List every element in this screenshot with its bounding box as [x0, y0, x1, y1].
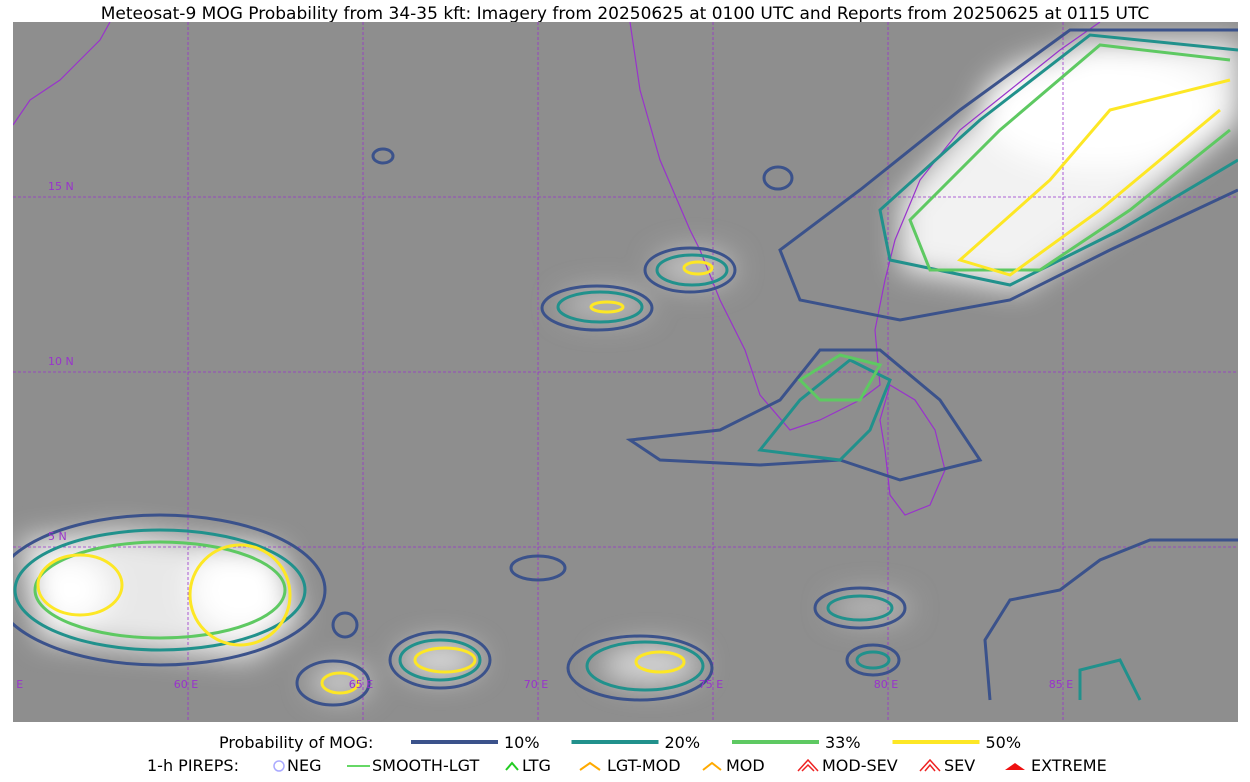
clouds: [20, 40, 1238, 698]
ltg-icon: [505, 761, 519, 771]
legend-label: MOD: [726, 756, 765, 775]
title: Meteosat-9 MOG Probability from 34-35 kf…: [101, 4, 1150, 24]
mod-sev-icon: [797, 758, 819, 772]
lon-label: 85 E: [1049, 678, 1073, 691]
lon-label: 75 E: [699, 678, 723, 691]
legend: Probability of MOG: 10% 20% 33% 50% 1-h PIREP…: [147, 733, 1107, 775]
lon-label: 80 E: [874, 678, 898, 691]
legend-label: 10%: [504, 733, 540, 752]
lat-label: 15 N: [48, 180, 74, 193]
lon-label: 55 E: [0, 678, 23, 691]
legend-label: MOD-SEV: [822, 756, 898, 775]
lat-label: 5 N: [48, 530, 67, 543]
coastline: [13, 22, 1101, 516]
legend-label: 33%: [825, 733, 861, 752]
legend-label: 50%: [986, 733, 1022, 752]
graticule-labels: 15 N 10 N 5 N 55 E 60 E 65 E 70 E 75 E 80 E 85 E: [0, 180, 1073, 691]
legend-label: NEG: [287, 756, 321, 775]
legend-title: Probability of MOG:: [219, 733, 373, 752]
grid: [13, 22, 1238, 722]
lon-label: 70 E: [524, 678, 548, 691]
lon-label: 60 E: [174, 678, 198, 691]
sev-icon: [919, 758, 941, 772]
lat-label: 10 N: [48, 355, 74, 368]
contours: [13, 28, 1238, 707]
legend-label: EXTREME: [1031, 756, 1107, 775]
legend-label: LGT-MOD: [607, 756, 681, 775]
lon-label: 65 E: [349, 678, 373, 691]
lgt-mod-icon: [579, 761, 601, 771]
extreme-icon: [1005, 763, 1025, 770]
neg-icon: [273, 760, 285, 772]
map: 15 N 10 N 5 N 55 E 60 E 65 E 70 E 75 E 80 E 85 E: [0, 22, 1238, 722]
legend-label: LTG: [522, 756, 551, 775]
legend-label: SEV: [944, 756, 975, 775]
legend-label: SMOOTH-LGT: [372, 756, 479, 775]
legend-label: 20%: [665, 733, 701, 752]
legend-title: 1-h PIREPS:: [147, 756, 239, 775]
mod-icon: [702, 761, 722, 771]
